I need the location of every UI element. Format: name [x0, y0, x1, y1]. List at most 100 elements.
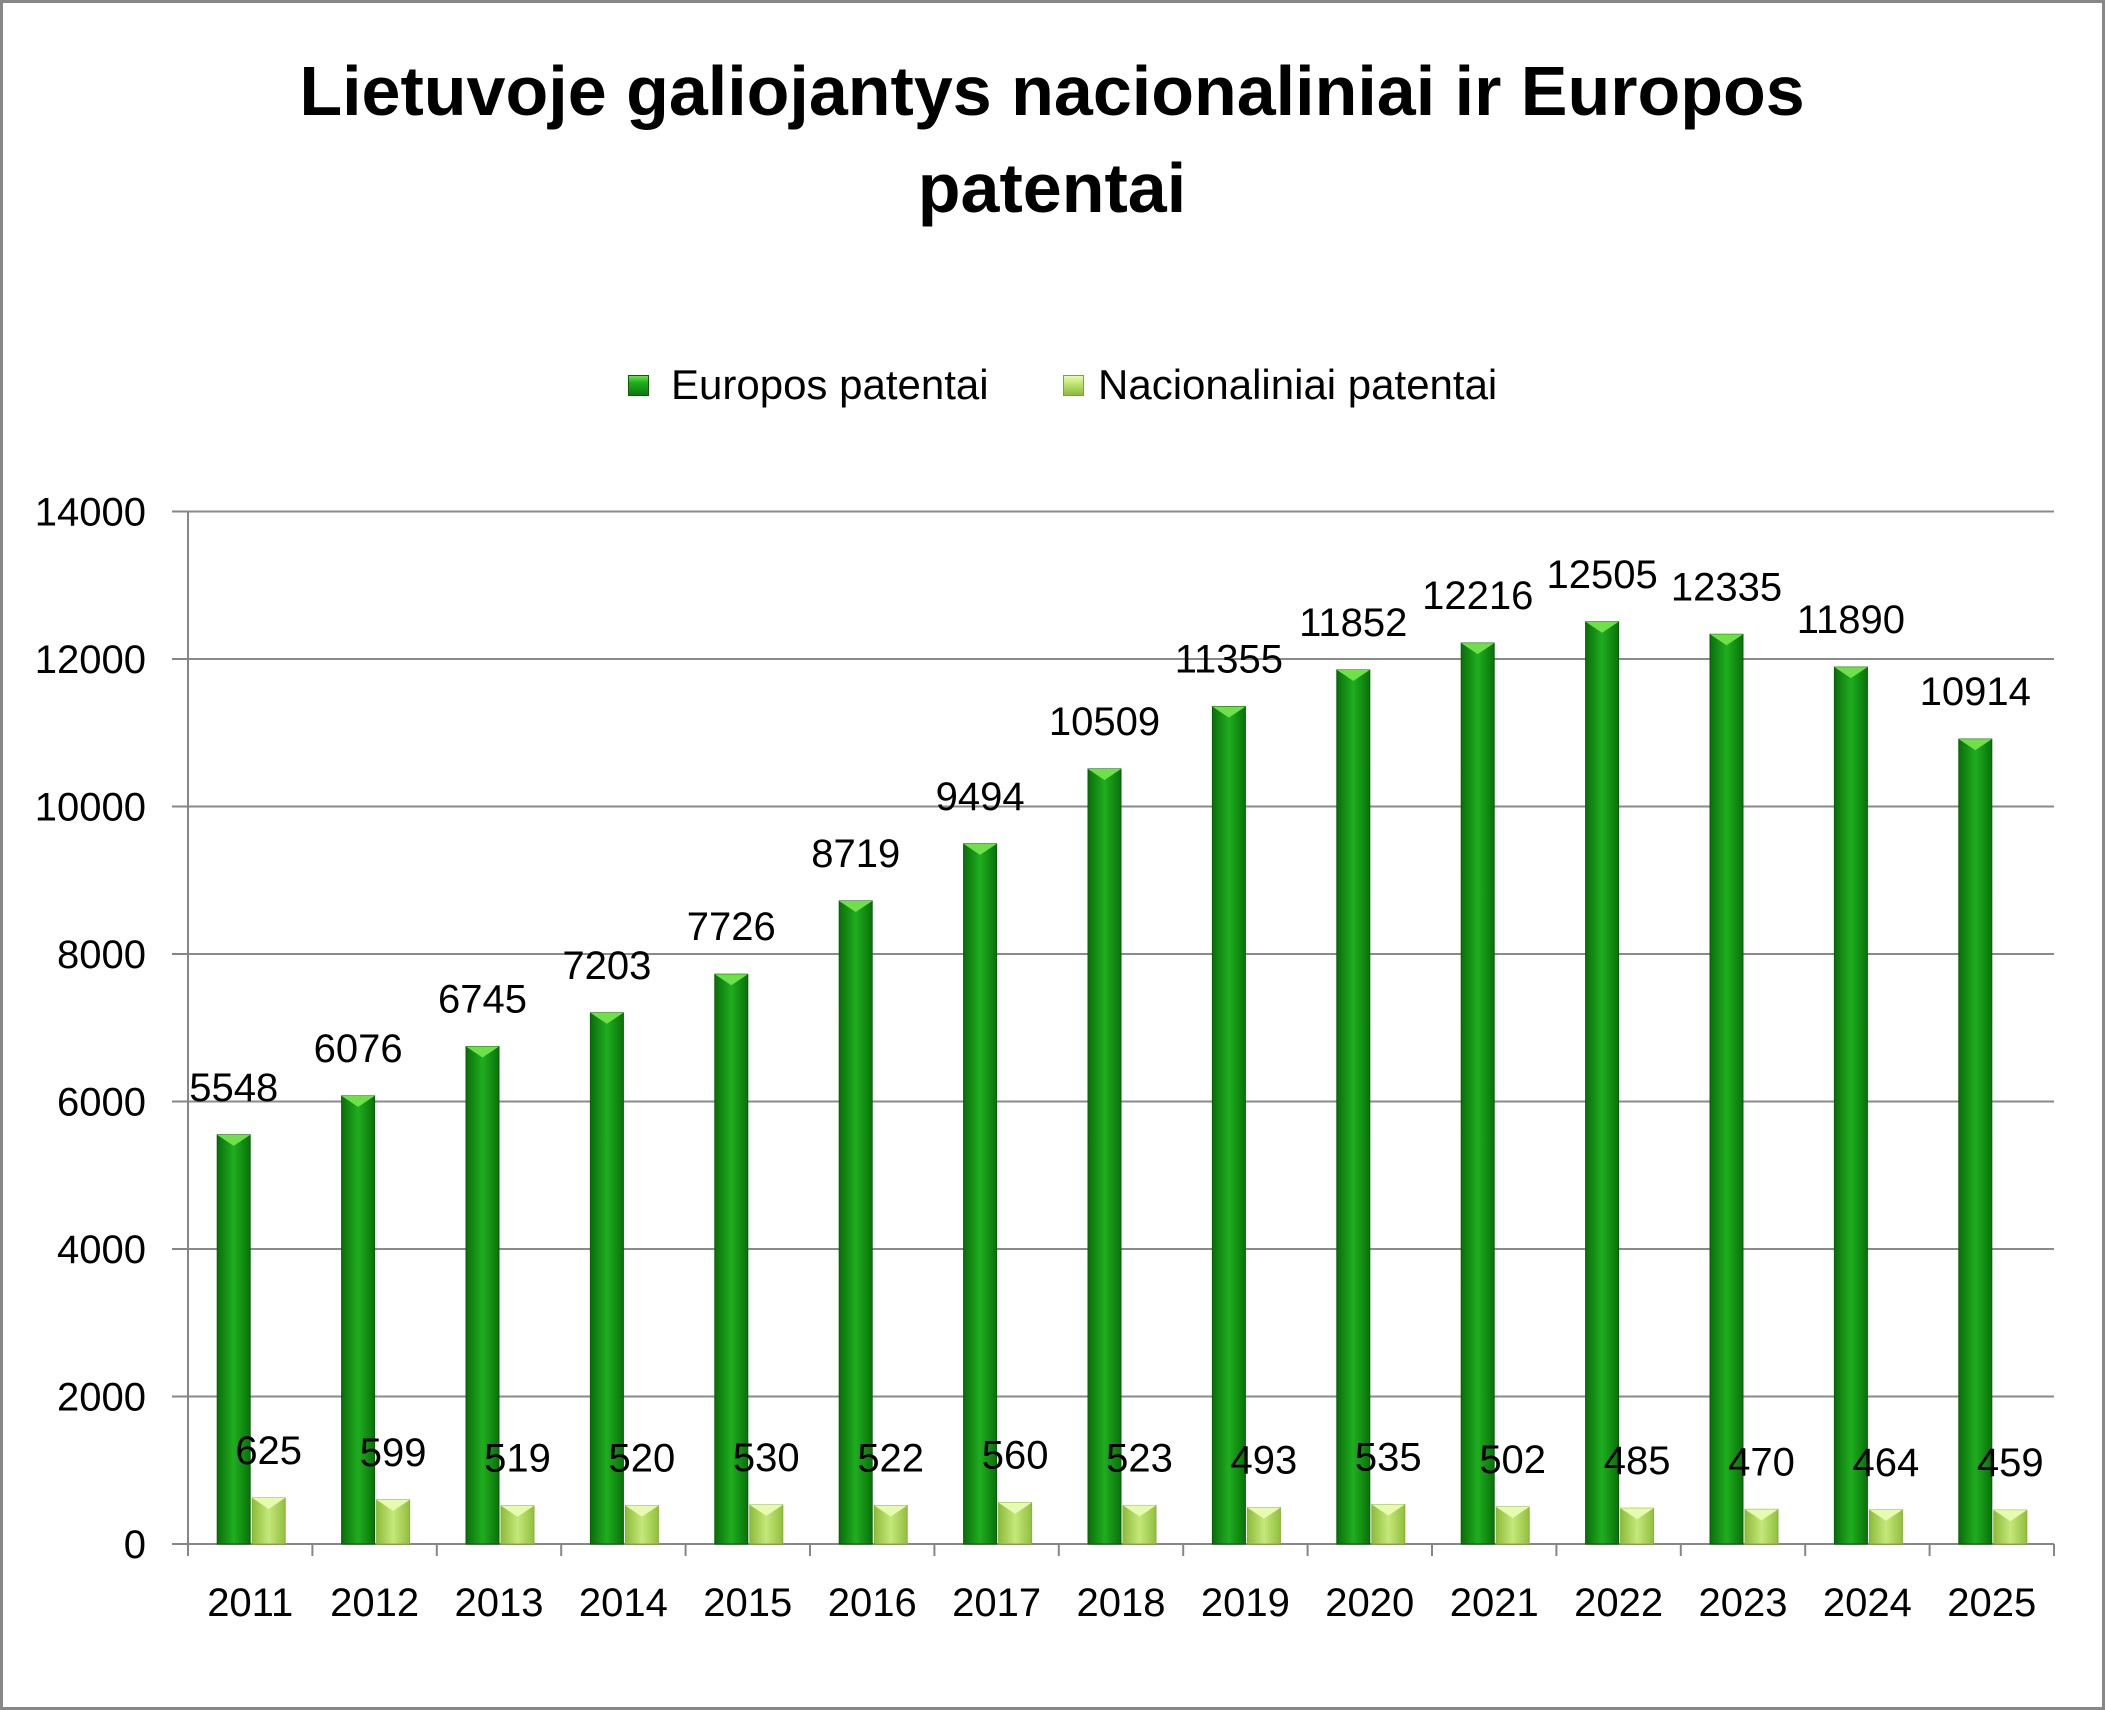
- bar-bevel: [1710, 634, 1743, 646]
- bar-body: [500, 1505, 535, 1545]
- bar-bevel: [625, 1505, 659, 1517]
- europos-patentai-value-label: 10509: [1049, 700, 1160, 744]
- legend-marker-nacionaliniai: [1063, 374, 1084, 396]
- europos-patentai-value-label: 11355: [1175, 638, 1283, 682]
- chart-title: Lietuvoje galiojantys nacionaliniai ir E…: [299, 52, 1805, 227]
- data-labels: 5548 6076 6745 7203 7726 8719 9494 10509 11355 11…: [189, 553, 2043, 1485]
- bar-bevel: [1958, 739, 1992, 751]
- nacionaliniai-patentai-value-label: 535: [1355, 1436, 1422, 1480]
- europos-patentai-value-label: 10914: [1920, 670, 2031, 714]
- europos-patentai-bar: [838, 900, 873, 1545]
- x-tick-label: 2022: [1574, 1581, 1663, 1625]
- bar-body: [1585, 621, 1620, 1545]
- europos-patentai-bar: [1585, 621, 1620, 1545]
- europos-patentai-bar: [714, 973, 749, 1545]
- europos-patentai-bar: [1087, 768, 1122, 1545]
- legend-label-nacionaliniai: Nacionaliniai patentai: [1098, 361, 1498, 408]
- bar-bevel: [1745, 1509, 1778, 1521]
- europos-patentai-value-label: 8719: [811, 832, 900, 876]
- bar-bevel: [341, 1095, 375, 1107]
- nacionaliniai-patentai-value-label: 485: [1604, 1439, 1671, 1483]
- y-tick-label: 6000: [57, 1081, 146, 1125]
- europos-patentai-bar: [216, 1134, 251, 1545]
- nacionaliniai-patentai-value-label: 502: [1479, 1438, 1546, 1482]
- bar-bevel: [1461, 643, 1495, 655]
- europos-patentai-value-label: 12505: [1546, 553, 1657, 597]
- x-tick-label: 2014: [579, 1581, 668, 1625]
- bar-bevel: [590, 1012, 624, 1024]
- bar-body: [465, 1046, 500, 1545]
- europos-patentai-value-label: 7726: [687, 905, 776, 949]
- europos-patentai-value-label: 11890: [1797, 598, 1905, 642]
- x-tick-label: 2023: [1699, 1581, 1788, 1625]
- bar-body: [1958, 738, 1993, 1545]
- nacionaliniai-patentai-bar: [1620, 1507, 1655, 1545]
- europos-patentai-value-label: 12335: [1671, 565, 1782, 609]
- bar-bevel: [749, 1504, 783, 1516]
- bar-bevel: [376, 1499, 410, 1511]
- bar-body: [1833, 666, 1868, 1545]
- europos-patentai-bar: [1460, 642, 1495, 1545]
- legend-item-nacionaliniai-patentai: Nacionaliniai patentai: [1063, 364, 1497, 406]
- nacionaliniai-patentai-value-label: 459: [1977, 1441, 2044, 1485]
- nacionaliniai-patentai-value-label: 560: [982, 1434, 1049, 1478]
- europos-patentai-bar: [1833, 666, 1868, 1545]
- x-tick-label: 2016: [828, 1581, 917, 1625]
- bars: [216, 621, 2028, 1545]
- nacionaliniai-patentai-value-label: 493: [1231, 1439, 1298, 1483]
- europos-patentai-value-label: 6076: [314, 1027, 403, 1071]
- x-tick-label: 2020: [1325, 1581, 1414, 1625]
- nacionaliniai-patentai-bar: [500, 1505, 535, 1545]
- europos-patentai-bar: [1211, 706, 1246, 1545]
- nacionaliniai-patentai-value-label: 464: [1853, 1441, 1920, 1485]
- europos-patentai-value-label: 9494: [936, 775, 1025, 819]
- bar-body: [1211, 706, 1246, 1545]
- bar-bevel: [1993, 1510, 2027, 1522]
- x-tick-label: 2021: [1450, 1581, 1539, 1625]
- bar-bevel: [1088, 768, 1121, 780]
- axes: 0 2000 4000 6000 8000 10000 12000 14000 2011 2012…: [35, 491, 2055, 1625]
- bar-bevel: [1212, 706, 1246, 718]
- nacionaliniai-patentai-value-label: 522: [857, 1437, 924, 1481]
- nacionaliniai-patentai-bar: [624, 1505, 659, 1545]
- nacionaliniai-patentai-value-label: 523: [1106, 1436, 1173, 1480]
- nacionaliniai-patentai-bar: [873, 1505, 908, 1545]
- nacionaliniai-patentai-bar: [251, 1497, 286, 1545]
- y-tick-label: 0: [124, 1523, 146, 1567]
- x-tick-label: 2017: [952, 1581, 1041, 1625]
- bar-body: [589, 1012, 624, 1545]
- y-tick-label: 8000: [57, 933, 146, 977]
- bar-bevel: [963, 843, 997, 855]
- europos-patentai-bar: [1336, 669, 1371, 1545]
- nacionaliniai-patentai-value-label: 530: [733, 1436, 800, 1480]
- bar-bevel: [501, 1505, 534, 1517]
- legend-item-europos-patentai: Europos patentai: [628, 364, 989, 406]
- europos-patentai-value-label: 11852: [1299, 601, 1407, 645]
- x-tick-label: 2015: [703, 1581, 792, 1625]
- nacionaliniai-patentai-bar: [749, 1504, 784, 1545]
- europos-patentai-value-label: 7203: [562, 944, 651, 988]
- nacionaliniai-patentai-bar: [1744, 1508, 1779, 1545]
- legend-marker-europos: [628, 374, 649, 396]
- legend-label-europos: Europos patentai: [671, 361, 989, 408]
- bar-body: [963, 843, 998, 1545]
- y-tick-label: 4000: [57, 1228, 146, 1272]
- x-tick-label: 2024: [1823, 1581, 1912, 1625]
- nacionaliniai-patentai-bar: [1122, 1504, 1157, 1545]
- bar-bevel: [466, 1046, 499, 1058]
- nacionaliniai-patentai-value-label: 519: [484, 1437, 551, 1481]
- bar-bevel: [998, 1502, 1032, 1514]
- nacionaliniai-patentai-bar: [1495, 1506, 1530, 1545]
- bar-bevel: [839, 900, 873, 912]
- bar-bevel: [714, 974, 748, 986]
- europos-patentai-bar: [963, 843, 998, 1545]
- y-tick-label: 10000: [35, 786, 146, 830]
- x-tick-label: 2019: [1201, 1581, 1290, 1625]
- nacionaliniai-patentai-bar: [1993, 1509, 2028, 1545]
- bar-bevel: [1336, 669, 1370, 681]
- bar-bevel: [1620, 1508, 1654, 1520]
- x-tick-label: 2018: [1077, 1581, 1166, 1625]
- bar-bevel: [1371, 1504, 1405, 1516]
